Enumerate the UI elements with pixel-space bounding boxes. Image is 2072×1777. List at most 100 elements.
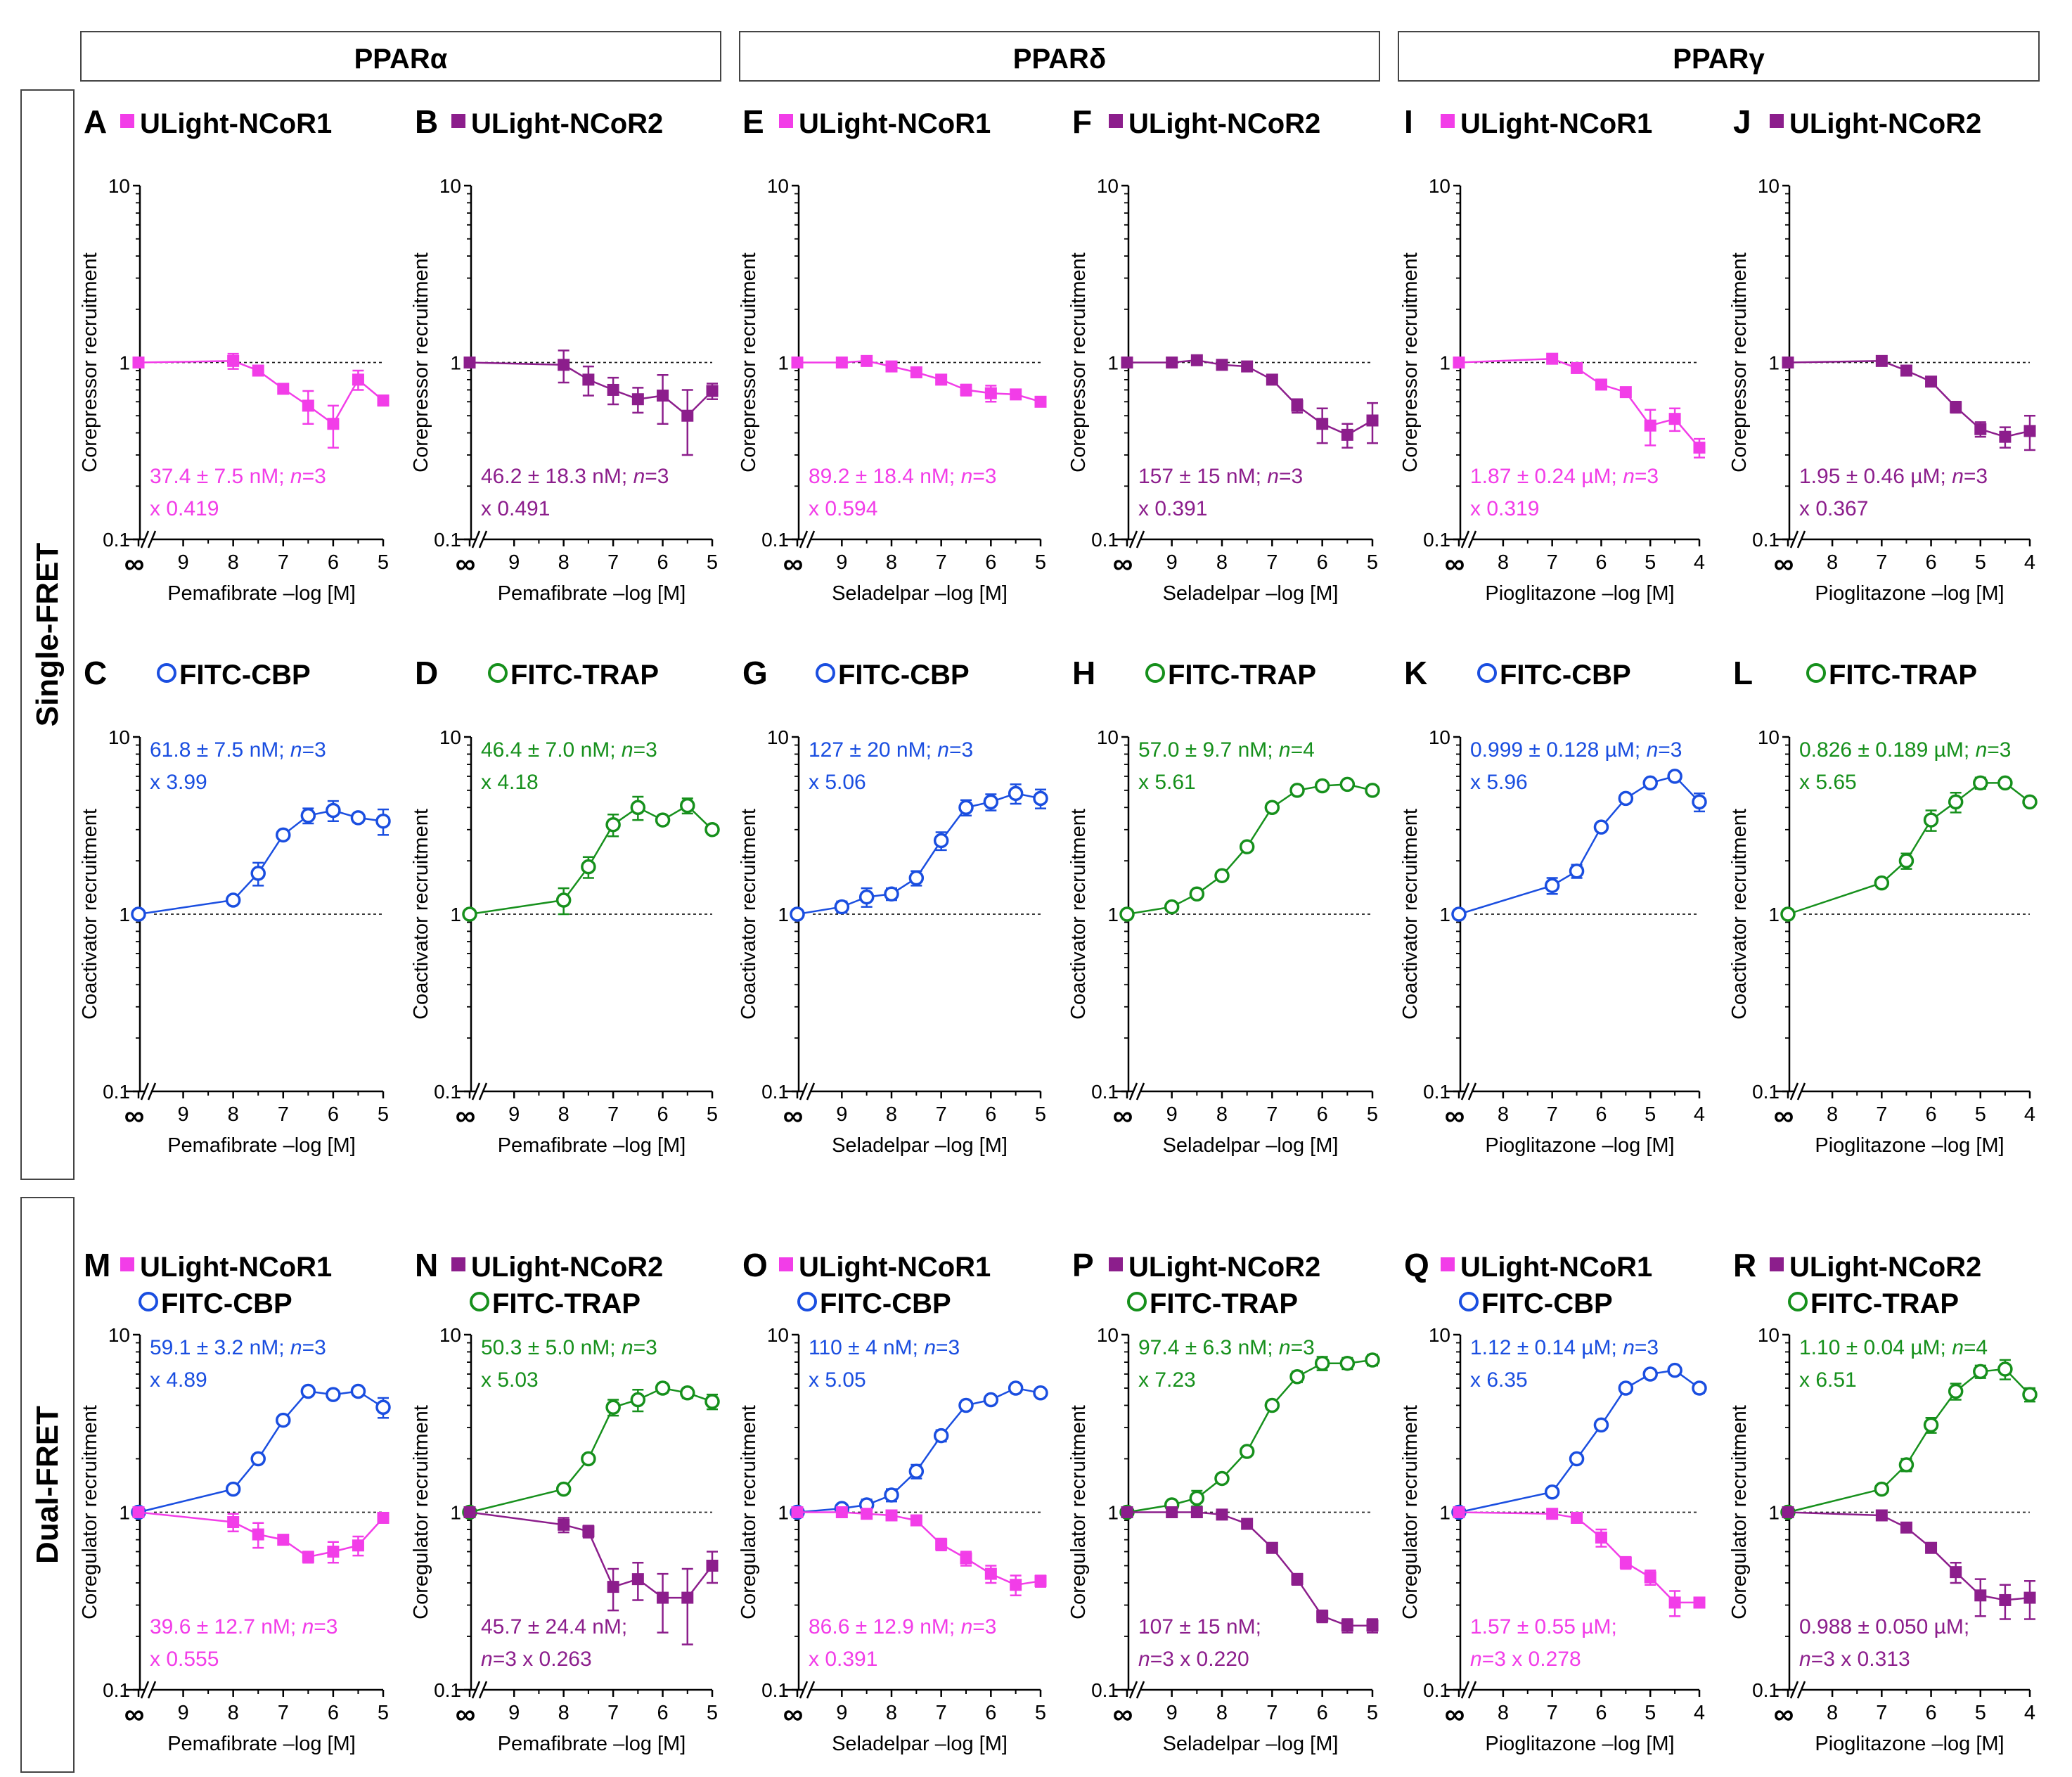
data-point-circle [1008,1380,1024,1396]
y-tick-label: 1 [778,352,789,374]
x-tick-label: 4 [2024,1702,2035,1724]
y-tick-label: 1 [778,904,789,925]
panel-letter: N [415,1247,438,1283]
panel-letter: P [1072,1247,1094,1283]
data-point-circle [1667,1362,1682,1378]
data-point-square [227,354,240,367]
data-point-circle [1289,783,1305,798]
data-point-circle [1874,875,1890,891]
y-axis-label: Corepressor recruitment [738,252,760,473]
data-point-square [607,383,619,396]
x-tick-label: 6 [657,551,668,574]
axis-break-mark [140,1082,150,1101]
data-point-square [1668,1596,1681,1609]
y-axis-label: Coactivator recruitment [1399,809,1422,1020]
data-point-square [463,357,476,368]
y-tick-label: 10 [1429,726,1450,748]
data-point-square [1366,414,1379,427]
x-tick-label: 5 [707,1103,718,1126]
chart-panel-k: K FITC-CBP 10 1 0.1 Coactivator recruitment ∞ 8… [1399,655,1707,1157]
data-point-square [377,394,390,406]
axis-break-mark [471,1082,481,1101]
row-header-label: Dual-FRET [30,1406,65,1564]
data-point-circle [1033,1385,1048,1401]
data-point-square [1571,1511,1583,1524]
data-point-square [227,1516,240,1529]
data-point-square [1900,364,1912,377]
legend-label: ULight-NCoR1 [799,1252,991,1283]
x-tick-label: 6 [328,1103,339,1126]
data-point-circle [1339,1355,1356,1371]
annotation-text: x 0.419 [150,497,219,520]
x-tick-label: 9 [836,551,847,574]
y-axis-label: Corepressor recruitment [1067,252,1090,473]
x-tick-label-infinity: ∞ [1774,1101,1794,1131]
panel-letter: L [1733,655,1753,691]
series-line [469,361,713,417]
data-point-circle [983,1392,999,1408]
series-line [1126,783,1373,916]
y-tick-label: 1 [1768,904,1780,925]
y-axis-label: Coregulator recruitment [1728,1405,1751,1619]
x-tick-label: 8 [1216,1702,1228,1724]
chart-panel-l: L FITC-TRAP 10 1 0.1 Coactivator recruitment ∞… [1728,655,2038,1157]
x-tick-label: 8 [1827,1103,1838,1126]
data-point-square [302,399,314,412]
legend-label: ULight-NCoR1 [1460,1252,1652,1283]
column-header-label: PPARδ [1013,44,1106,75]
x-tick-label: 6 [1317,1103,1328,1126]
annotation-text: 1.57 ± 0.55 µM; [1470,1615,1617,1638]
axis-break-mark [1135,1082,1145,1101]
data-point-square [327,418,340,430]
data-point-square [681,1591,694,1604]
x-tick-label: 4 [1694,551,1705,574]
y-tick-label: 1 [450,352,461,374]
data-point-circle [1593,819,1609,835]
x-tick-label: 5 [1975,551,1986,574]
y-tick-label: 1 [1439,1502,1450,1524]
x-tick-label: 7 [1266,1702,1278,1724]
x-tick-label-infinity: ∞ [124,1101,145,1131]
annotation-text: 61.8 ± 7.5 nM; n=3 [150,738,326,762]
annotation-text: x 3.99 [150,771,207,794]
x-tick-label: 8 [558,551,570,574]
annotation-text: 37.4 ± 7.5 nM; n=3 [150,465,326,488]
chart-panel-e: E ULight-NCoR1 10 1 0.1 Corepressor recruitme… [738,103,1047,605]
data-point-circle [1642,775,1658,791]
axis-break-mark [1128,1681,1138,1699]
legend-square-icon [1770,1257,1784,1271]
panel-letter: O [742,1247,768,1283]
x-tick-label: 4 [2024,1103,2035,1126]
data-point-square [1291,399,1304,412]
legend-square-icon [779,114,793,128]
y-tick-label: 10 [108,1324,130,1346]
data-point-square [631,1573,644,1586]
legend-label: FITC-TRAP [1829,660,1977,691]
x-tick-label-infinity: ∞ [456,1699,476,1730]
y-tick-label: 10 [1758,726,1780,748]
axis-break-mark [1128,1082,1138,1101]
legend-label: ULight-NCoR1 [1460,108,1652,139]
x-tick-label: 8 [1498,1103,1509,1126]
data-point-square [1950,1566,1962,1579]
data-point-square [910,366,922,378]
panel-letter: E [742,103,764,140]
y-axis-label: Coregulator recruitment [410,1405,432,1619]
axis-break-mark [1467,1681,1477,1699]
x-tick-label-infinity: ∞ [124,1699,145,1730]
y-axis-label: Coregulator recruitment [1067,1405,1090,1619]
x-axis-label: Pemafibrate –log [M] [498,582,686,605]
data-point-circle [858,889,875,905]
x-tick-label: 8 [886,551,897,574]
data-point-square [2023,1591,2036,1604]
axis-break-mark [1467,530,1477,549]
data-point-circle [1365,1352,1380,1368]
data-point-square [558,359,570,371]
axis-break-mark [478,1681,488,1699]
x-tick-label: 9 [1166,1103,1178,1126]
y-tick-label: 1 [450,1502,461,1524]
data-point-circle [1569,1451,1585,1467]
x-axis-label: Pemafibrate –log [M] [498,1134,686,1157]
annotation-text: x 5.65 [1799,771,1857,794]
y-axis-label: Coactivator recruitment [410,809,432,1020]
